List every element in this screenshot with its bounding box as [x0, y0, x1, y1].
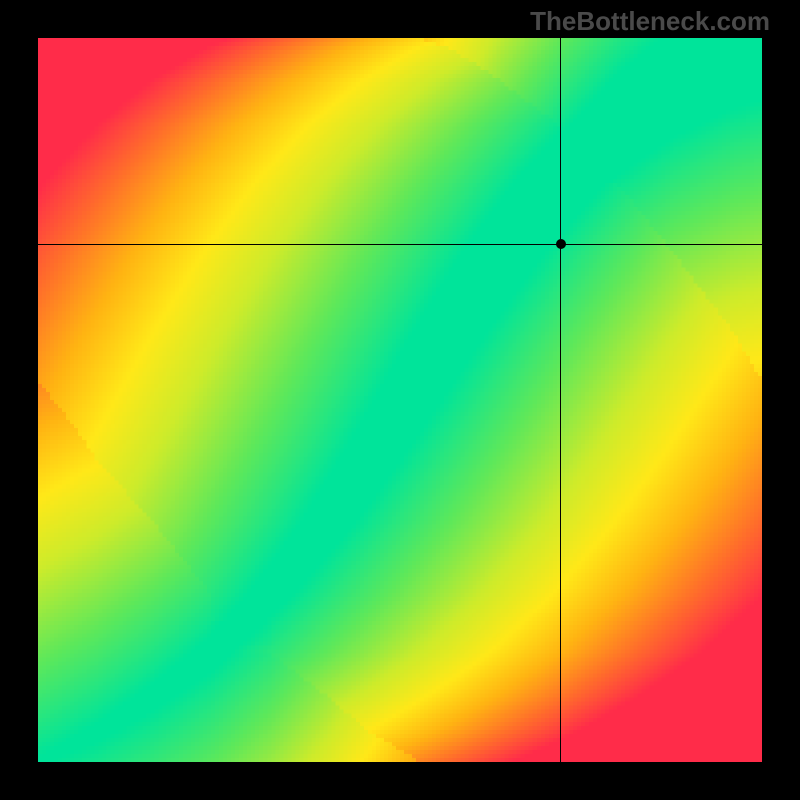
bottleneck-heatmap	[38, 38, 762, 762]
watermark-text: TheBottleneck.com	[530, 6, 770, 37]
chart-container: TheBottleneck.com	[0, 0, 800, 800]
crosshair-vertical-line	[560, 38, 561, 762]
crosshair-horizontal-line	[38, 244, 762, 245]
